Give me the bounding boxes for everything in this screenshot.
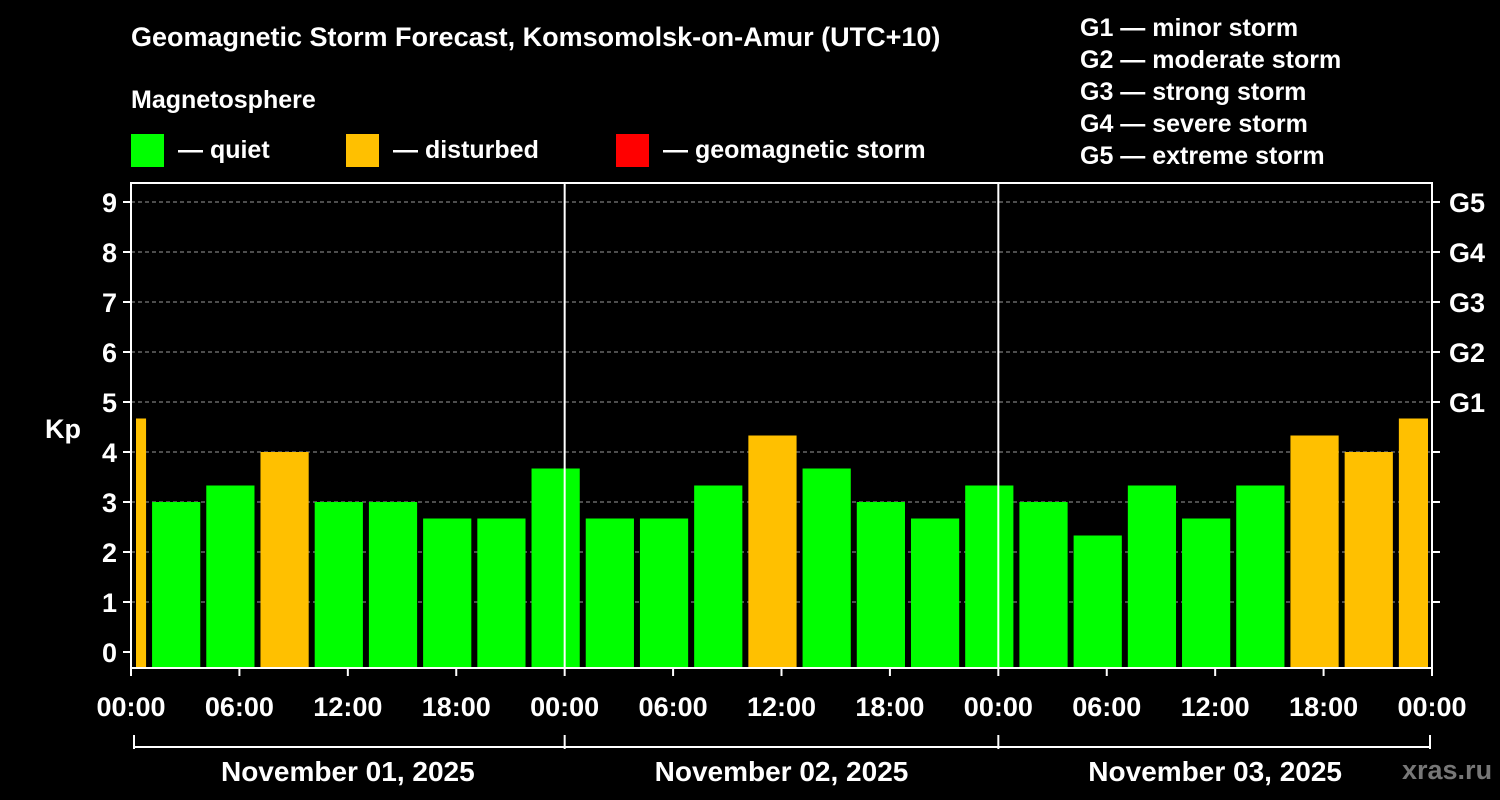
legend-item-storm: — geomagnetic storm: [616, 134, 926, 167]
x-tick-label: 18:00: [422, 692, 491, 722]
x-tick-label: 00:00: [1397, 692, 1466, 722]
y-tick-label: 4: [102, 438, 117, 468]
storm-scale-g1: G1 — minor storm: [1080, 14, 1299, 42]
kp-bar-6: [423, 518, 472, 668]
day-label: November 03, 2025: [1088, 756, 1342, 787]
kp-bar-14: [856, 502, 905, 668]
kp-bar-12: [748, 435, 797, 668]
kp-bar-2: [206, 485, 255, 668]
storm-scale-g5: G5 — extreme storm: [1080, 142, 1325, 170]
kp-bar-3: [260, 452, 309, 668]
legend-title: Magnetosphere: [131, 86, 316, 114]
x-tick-label: 00:00: [964, 692, 1033, 722]
kp-bar-24: [1398, 418, 1428, 668]
watermark: xras.ru: [1402, 755, 1493, 785]
kp-bar-5: [368, 502, 418, 668]
kp-bar-4: [314, 502, 363, 668]
legend-label-disturbed: — disturbed: [393, 136, 539, 164]
x-tick-label: 00:00: [96, 692, 165, 722]
y-tick-label: 3: [102, 488, 117, 518]
kp-bar-20: [1182, 518, 1231, 668]
chart-title: Geomagnetic Storm Forecast, Komsomolsk-o…: [131, 22, 941, 52]
y-tick-label: 6: [102, 338, 117, 368]
storm-level-label: G3: [1449, 288, 1485, 318]
kp-bar-0: [136, 418, 147, 668]
storm-scale-g2: G2 — moderate storm: [1080, 46, 1342, 74]
day-label: November 01, 2025: [221, 756, 475, 787]
y-axis-label: Kp: [45, 414, 81, 444]
x-tick-label: 18:00: [1289, 692, 1358, 722]
storm-scale-g3: G3 — strong storm: [1080, 78, 1307, 106]
kp-bar-18: [1073, 535, 1122, 668]
legend-label-quiet: — quiet: [178, 136, 270, 164]
kp-bar-15: [910, 518, 960, 668]
storm-level-label: G5: [1449, 188, 1485, 218]
storm-scale-list: G1 — minor storm G2 — moderate storm G3 …: [1080, 12, 1341, 172]
kp-bar-23: [1344, 452, 1393, 668]
x-tick-label: 18:00: [855, 692, 924, 722]
x-tick-label: 12:00: [1181, 692, 1250, 722]
legend-label-storm: — geomagnetic storm: [663, 136, 926, 164]
kp-bar-7: [477, 518, 526, 668]
x-tick-label: 00:00: [530, 692, 599, 722]
x-tick-label: 06:00: [205, 692, 274, 722]
storm-level-label: G1: [1449, 388, 1485, 418]
legend-item-disturbed: — disturbed: [346, 134, 539, 167]
x-tick-label: 06:00: [1072, 692, 1141, 722]
legend-item-quiet: — quiet: [131, 134, 270, 167]
kp-bar-10: [639, 518, 689, 668]
kp-bar-16: [965, 485, 1014, 668]
kp-bar-8: [531, 468, 580, 668]
kp-bar-13: [802, 468, 851, 668]
legend-swatch-storm: [616, 134, 649, 167]
day-label: November 02, 2025: [655, 756, 909, 787]
kp-bar-22: [1290, 435, 1339, 668]
y-tick-label: 0: [102, 638, 117, 668]
kp-bar-17: [1019, 502, 1068, 668]
x-tick-label: 12:00: [313, 692, 382, 722]
legend-swatch-quiet: [131, 134, 164, 167]
y-tick-label: 5: [102, 388, 117, 418]
storm-scale-g4: G4 — severe storm: [1080, 110, 1308, 138]
legend-swatch-disturbed: [346, 134, 379, 167]
x-tick-label: 06:00: [639, 692, 708, 722]
x-tick-label: 12:00: [747, 692, 816, 722]
y-tick-label: 9: [102, 188, 117, 218]
kp-bar-11: [694, 485, 743, 668]
y-tick-label: 8: [102, 238, 117, 268]
y-tick-label: 7: [102, 288, 117, 318]
y-tick-label: 1: [102, 588, 117, 618]
storm-level-label: G4: [1449, 238, 1485, 268]
storm-level-label: G2: [1449, 338, 1485, 368]
kp-bar-9: [585, 518, 634, 668]
kp-bar-1: [152, 502, 201, 668]
kp-bar-19: [1127, 485, 1177, 668]
kp-bar-21: [1236, 485, 1285, 668]
y-tick-label: 2: [102, 538, 117, 568]
